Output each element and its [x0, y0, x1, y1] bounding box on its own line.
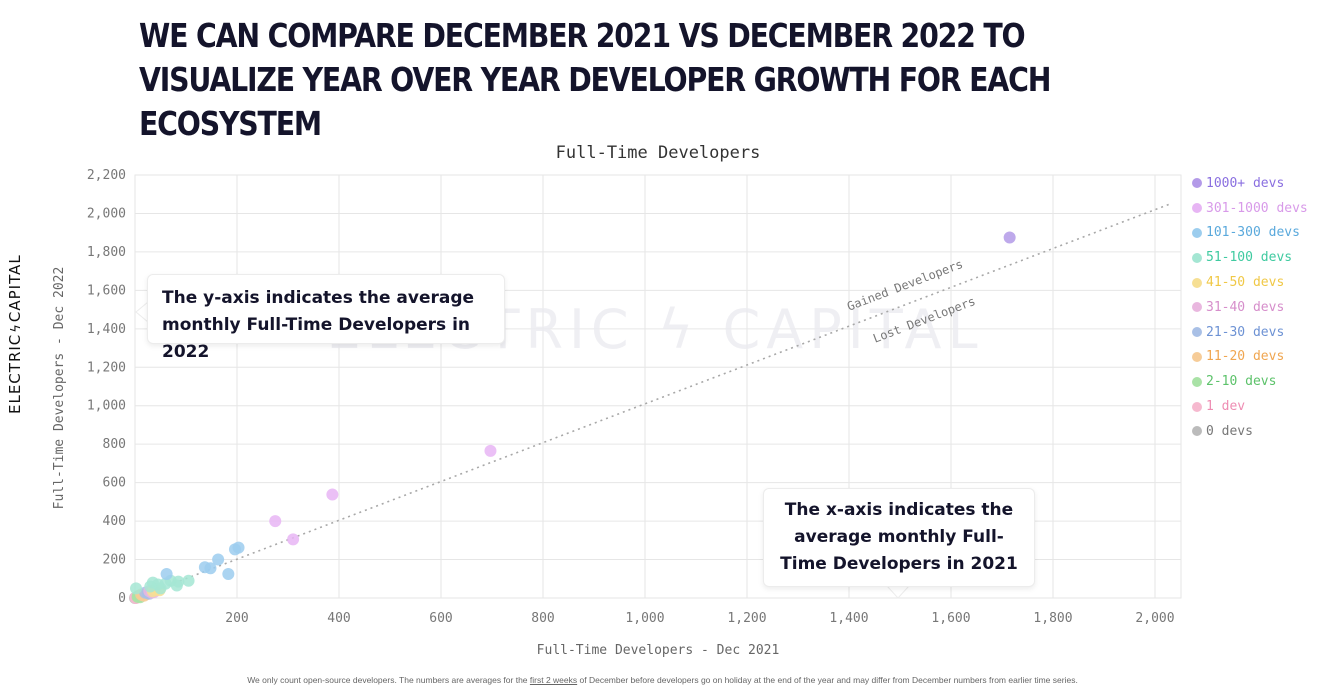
- footnote: We only count open-source developers. Th…: [0, 675, 1325, 685]
- reference-line: [134, 203, 1171, 599]
- data-point[interactable]: [130, 582, 143, 595]
- legend-dot-icon: [1192, 426, 1202, 437]
- legend-label: 101-300 devs: [1206, 225, 1300, 241]
- legend-item[interactable]: 11-20 devs: [1192, 345, 1308, 370]
- legend-item[interactable]: 1000+ devs: [1192, 171, 1308, 196]
- x-tick-label: 1,000: [625, 611, 664, 626]
- data-point[interactable]: [222, 567, 235, 580]
- chart-title: Full-Time Developers: [556, 143, 761, 163]
- x-tick-label: 1,800: [1033, 611, 1072, 626]
- legend-dot-icon: [1192, 376, 1202, 387]
- legend-dot-icon: [1192, 302, 1202, 313]
- legend-dot-icon: [1192, 203, 1202, 214]
- legend-item[interactable]: 21-30 devs: [1192, 320, 1308, 345]
- data-point[interactable]: [144, 580, 157, 593]
- footnote-link[interactable]: first 2 weeks: [529, 675, 578, 685]
- legend-label: 31-40 devs: [1206, 299, 1285, 315]
- x-axis-label: Full-Time Developers - Dec 2021: [537, 643, 780, 658]
- y-tick-label: 2,200: [87, 168, 126, 183]
- legend-label: 1 dev: [1206, 399, 1246, 415]
- x-tick-label: 800: [531, 611, 554, 626]
- page-headline: WE CAN COMPARE DECEMBER 2021 VS DECEMBER…: [139, 16, 1051, 143]
- x-tick-label: 200: [225, 611, 248, 626]
- legend-label: 21-30 devs: [1206, 324, 1285, 340]
- chart-points: [129, 231, 1016, 604]
- y-tick-label: 800: [103, 437, 126, 452]
- data-point[interactable]: [154, 582, 167, 595]
- legend-dot-icon: [1192, 252, 1202, 263]
- footnote-text-after: of December before developers go on holi…: [577, 675, 1078, 685]
- y-tick-label: 2,000: [87, 206, 126, 221]
- x-tick-label: 1,600: [931, 611, 970, 626]
- data-point[interactable]: [212, 553, 225, 566]
- x-axis-callout: The x-axis indicates the average monthly…: [763, 488, 1035, 587]
- x-tick-label: 600: [429, 611, 452, 626]
- y-tick-label: 0: [118, 591, 126, 606]
- legend-dot-icon: [1192, 178, 1202, 189]
- y-tick-label: 400: [103, 514, 126, 529]
- y-tick-label: 600: [103, 476, 126, 491]
- data-point[interactable]: [1003, 231, 1016, 244]
- legend-dot-icon: [1192, 351, 1202, 362]
- legend-item[interactable]: 101-300 devs: [1192, 221, 1308, 246]
- y-tick-label: 1,600: [87, 283, 126, 298]
- data-point[interactable]: [228, 543, 241, 556]
- y-tick-labels: 0 200 400 600 800 1,000 1,200 1,400 1,600 1,800 2,…: [87, 168, 126, 606]
- legend-label: 41-50 devs: [1206, 275, 1285, 291]
- data-point[interactable]: [484, 444, 497, 457]
- data-point[interactable]: [204, 562, 217, 575]
- x-tick-labels: 200 400 600 800 1,000 1,200 1,400 1,600 1,800 2,0…: [225, 611, 1174, 626]
- chart-legend: 1000+ devs 301-1000 devs 101-300 devs 51-10…: [1192, 171, 1308, 444]
- legend-dot-icon: [1192, 227, 1202, 238]
- callout-x-pointer: [885, 585, 911, 599]
- legend-item[interactable]: 0 devs: [1192, 419, 1308, 444]
- footnote-text-before: We only count open-source developers. Th…: [247, 675, 530, 685]
- data-point[interactable]: [182, 574, 195, 587]
- legend-item[interactable]: 31-40 devs: [1192, 295, 1308, 320]
- data-point[interactable]: [326, 488, 339, 501]
- legend-label: 2-10 devs: [1206, 374, 1277, 390]
- x-tick-label: 1,400: [829, 611, 868, 626]
- y-tick-label: 1,200: [87, 360, 126, 375]
- legend-dot-icon: [1192, 401, 1202, 412]
- data-point[interactable]: [287, 533, 300, 546]
- x-tick-label: 400: [327, 611, 350, 626]
- legend-item[interactable]: 2-10 devs: [1192, 369, 1308, 394]
- x-tick-label: 1,200: [727, 611, 766, 626]
- legend-label: 1000+ devs: [1206, 175, 1285, 191]
- legend-item[interactable]: 1 dev: [1192, 394, 1308, 419]
- data-point[interactable]: [170, 579, 183, 592]
- legend-label: 0 devs: [1206, 423, 1253, 439]
- legend-label: 301-1000 devs: [1206, 200, 1308, 216]
- legend-item[interactable]: 51-100 devs: [1192, 245, 1308, 270]
- legend-dot-icon: [1192, 327, 1202, 338]
- data-point[interactable]: [160, 567, 173, 580]
- y-axis-callout: The y-axis indicates the average monthly…: [147, 274, 505, 362]
- data-point[interactable]: [269, 515, 282, 528]
- legend-label: 51-100 devs: [1206, 250, 1293, 266]
- legend-label: 11-20 devs: [1206, 349, 1285, 365]
- y-tick-label: 1,000: [87, 399, 126, 414]
- y-tick-label: 1,800: [87, 245, 126, 260]
- legend-item[interactable]: 301-1000 devs: [1192, 196, 1308, 221]
- y-tick-label: 1,400: [87, 322, 126, 337]
- legend-item[interactable]: 41-50 devs: [1192, 270, 1308, 295]
- y-tick-label: 200: [103, 553, 126, 568]
- legend-dot-icon: [1192, 277, 1202, 288]
- y-axis-label: Full-Time Developers - Dec 2022: [52, 267, 67, 510]
- x-tick-label: 2,000: [1135, 611, 1174, 626]
